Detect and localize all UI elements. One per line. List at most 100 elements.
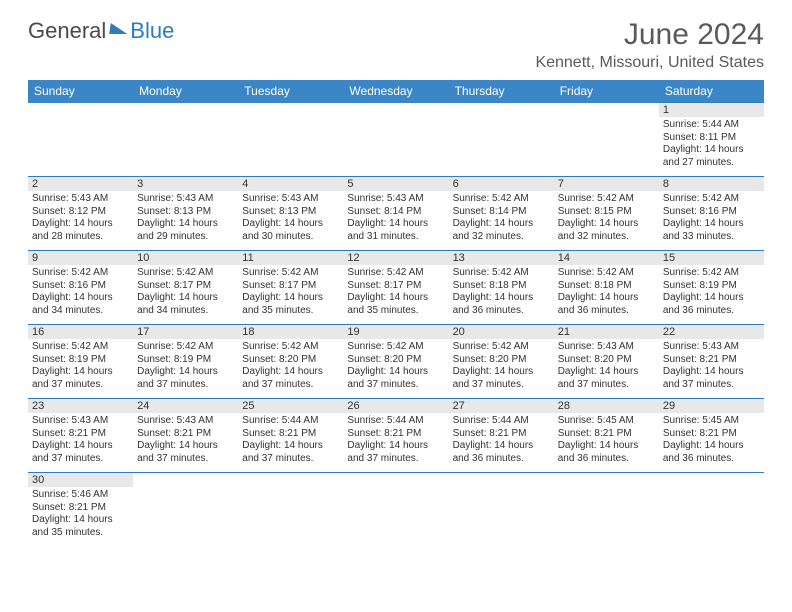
daylight-text: Daylight: 14 hours and 35 minutes.	[347, 292, 444, 317]
sunrise-text: Sunrise: 5:42 AM	[347, 267, 444, 280]
logo: General Blue	[28, 18, 174, 44]
day-body: Sunrise: 5:43 AMSunset: 8:21 PMDaylight:…	[28, 413, 133, 467]
calendar-day-cell	[28, 103, 133, 177]
sunset-text: Sunset: 8:20 PM	[242, 354, 339, 367]
day-body: Sunrise: 5:43 AMSunset: 8:20 PMDaylight:…	[554, 339, 659, 393]
daylight-text: Daylight: 14 hours and 30 minutes.	[242, 218, 339, 243]
calendar-day-cell: 28Sunrise: 5:45 AMSunset: 8:21 PMDayligh…	[554, 399, 659, 473]
weekday-monday: Monday	[133, 80, 238, 103]
day-body: Sunrise: 5:43 AMSunset: 8:13 PMDaylight:…	[133, 191, 238, 245]
daylight-text: Daylight: 14 hours and 36 minutes.	[558, 292, 655, 317]
day-number: 16	[28, 325, 133, 339]
logo-text-general: General	[28, 18, 106, 44]
day-body: Sunrise: 5:42 AMSunset: 8:17 PMDaylight:…	[133, 265, 238, 319]
sunset-text: Sunset: 8:19 PM	[663, 280, 760, 293]
day-body: Sunrise: 5:44 AMSunset: 8:21 PMDaylight:…	[238, 413, 343, 467]
day-number: 1	[659, 103, 764, 117]
daylight-text: Daylight: 14 hours and 32 minutes.	[453, 218, 550, 243]
calendar-week-row: 1Sunrise: 5:44 AMSunset: 8:11 PMDaylight…	[28, 103, 764, 177]
calendar-day-cell: 1Sunrise: 5:44 AMSunset: 8:11 PMDaylight…	[659, 103, 764, 177]
daylight-text: Daylight: 14 hours and 28 minutes.	[32, 218, 129, 243]
sunset-text: Sunset: 8:21 PM	[137, 428, 234, 441]
sunrise-text: Sunrise: 5:44 AM	[242, 415, 339, 428]
sunrise-text: Sunrise: 5:43 AM	[32, 415, 129, 428]
day-number: 15	[659, 251, 764, 265]
day-number: 21	[554, 325, 659, 339]
day-body: Sunrise: 5:45 AMSunset: 8:21 PMDaylight:…	[659, 413, 764, 467]
sunrise-text: Sunrise: 5:42 AM	[242, 341, 339, 354]
daylight-text: Daylight: 14 hours and 37 minutes.	[242, 440, 339, 465]
sunset-text: Sunset: 8:19 PM	[137, 354, 234, 367]
sunset-text: Sunset: 8:21 PM	[453, 428, 550, 441]
daylight-text: Daylight: 14 hours and 36 minutes.	[663, 292, 760, 317]
calendar-day-cell: 16Sunrise: 5:42 AMSunset: 8:19 PMDayligh…	[28, 325, 133, 399]
sunset-text: Sunset: 8:13 PM	[242, 206, 339, 219]
calendar-day-cell	[449, 103, 554, 177]
sunrise-text: Sunrise: 5:46 AM	[32, 489, 129, 502]
day-body: Sunrise: 5:42 AMSunset: 8:17 PMDaylight:…	[343, 265, 448, 319]
day-body: Sunrise: 5:43 AMSunset: 8:13 PMDaylight:…	[238, 191, 343, 245]
calendar-day-cell: 27 Sunrise: 5:44 AMSunset: 8:21 PMDayligh…	[449, 399, 554, 473]
sunset-text: Sunset: 8:16 PM	[32, 280, 129, 293]
day-number: 29	[659, 399, 764, 413]
daylight-text: Daylight: 14 hours and 37 minutes.	[137, 440, 234, 465]
sunrise-text: Sunrise: 5:42 AM	[558, 193, 655, 206]
day-body: Sunrise: 5:42 AMSunset: 8:16 PMDaylight:…	[28, 265, 133, 319]
calendar-day-cell: 24Sunrise: 5:43 AMSunset: 8:21 PMDayligh…	[133, 399, 238, 473]
day-body: Sunrise: 5:42 AMSunset: 8:18 PMDaylight:…	[554, 265, 659, 319]
day-number: 27	[449, 399, 554, 413]
sunset-text: Sunset: 8:17 PM	[242, 280, 339, 293]
sunset-text: Sunset: 8:18 PM	[453, 280, 550, 293]
sunrise-text: Sunrise: 5:44 AM	[453, 415, 550, 428]
calendar-day-cell: 18Sunrise: 5:42 AMSunset: 8:20 PMDayligh…	[238, 325, 343, 399]
calendar-day-cell: 30Sunrise: 5:46 AMSunset: 8:21 PMDayligh…	[28, 473, 133, 547]
day-body: Sunrise: 5:43 AMSunset: 8:21 PMDaylight:…	[133, 413, 238, 467]
daylight-text: Daylight: 14 hours and 37 minutes.	[32, 366, 129, 391]
calendar-day-cell	[133, 103, 238, 177]
sunset-text: Sunset: 8:21 PM	[558, 428, 655, 441]
calendar-day-cell: 8Sunrise: 5:42 AMSunset: 8:16 PMDaylight…	[659, 177, 764, 251]
calendar-day-cell: 13Sunrise: 5:42 AMSunset: 8:18 PMDayligh…	[449, 251, 554, 325]
calendar-day-cell: 14Sunrise: 5:42 AMSunset: 8:18 PMDayligh…	[554, 251, 659, 325]
daylight-text: Daylight: 14 hours and 37 minutes.	[347, 366, 444, 391]
day-body: Sunrise: 5:42 AMSunset: 8:17 PMDaylight:…	[238, 265, 343, 319]
daylight-text: Daylight: 14 hours and 32 minutes.	[558, 218, 655, 243]
day-body: Sunrise: 5:42 AMSunset: 8:20 PMDaylight:…	[238, 339, 343, 393]
calendar-day-cell: 7Sunrise: 5:42 AMSunset: 8:15 PMDaylight…	[554, 177, 659, 251]
day-number: 25	[238, 399, 343, 413]
sunset-text: Sunset: 8:17 PM	[347, 280, 444, 293]
daylight-text: Daylight: 14 hours and 37 minutes.	[453, 366, 550, 391]
day-number: 19	[343, 325, 448, 339]
day-body: Sunrise: 5:42 AMSunset: 8:18 PMDaylight:…	[449, 265, 554, 319]
sunrise-text: Sunrise: 5:42 AM	[32, 341, 129, 354]
sunset-text: Sunset: 8:21 PM	[242, 428, 339, 441]
day-number: 26	[343, 399, 448, 413]
calendar-day-cell: 11Sunrise: 5:42 AMSunset: 8:17 PMDayligh…	[238, 251, 343, 325]
calendar-day-cell	[133, 473, 238, 547]
day-number: 23	[28, 399, 133, 413]
daylight-text: Daylight: 14 hours and 34 minutes.	[137, 292, 234, 317]
day-body: Sunrise: 5:44 AMSunset: 8:21 PMDaylight:…	[343, 413, 448, 467]
calendar-day-cell: 20Sunrise: 5:42 AMSunset: 8:20 PMDayligh…	[449, 325, 554, 399]
sunrise-text: Sunrise: 5:42 AM	[663, 193, 760, 206]
weekday-saturday: Saturday	[659, 80, 764, 103]
sunset-text: Sunset: 8:21 PM	[663, 354, 760, 367]
calendar-day-cell: 3Sunrise: 5:43 AMSunset: 8:13 PMDaylight…	[133, 177, 238, 251]
day-body: Sunrise: 5:42 AMSunset: 8:19 PMDaylight:…	[659, 265, 764, 319]
sunrise-text: Sunrise: 5:45 AM	[558, 415, 655, 428]
sunset-text: Sunset: 8:17 PM	[137, 280, 234, 293]
calendar-day-cell	[238, 473, 343, 547]
sunset-text: Sunset: 8:20 PM	[453, 354, 550, 367]
calendar-day-cell: 19Sunrise: 5:42 AMSunset: 8:20 PMDayligh…	[343, 325, 448, 399]
calendar-week-row: 30Sunrise: 5:46 AMSunset: 8:21 PMDayligh…	[28, 473, 764, 547]
day-number: 6	[449, 177, 554, 191]
sunrise-text: Sunrise: 5:43 AM	[242, 193, 339, 206]
weekday-header-row: Sunday Monday Tuesday Wednesday Thursday…	[28, 80, 764, 103]
sunset-text: Sunset: 8:21 PM	[32, 502, 129, 515]
day-body: Sunrise: 5:43 AMSunset: 8:14 PMDaylight:…	[343, 191, 448, 245]
day-body: Sunrise: 5:42 AMSunset: 8:15 PMDaylight:…	[554, 191, 659, 245]
daylight-text: Daylight: 14 hours and 29 minutes.	[137, 218, 234, 243]
daylight-text: Daylight: 14 hours and 33 minutes.	[663, 218, 760, 243]
sunrise-text: Sunrise: 5:42 AM	[137, 341, 234, 354]
daylight-text: Daylight: 14 hours and 36 minutes.	[453, 440, 550, 465]
